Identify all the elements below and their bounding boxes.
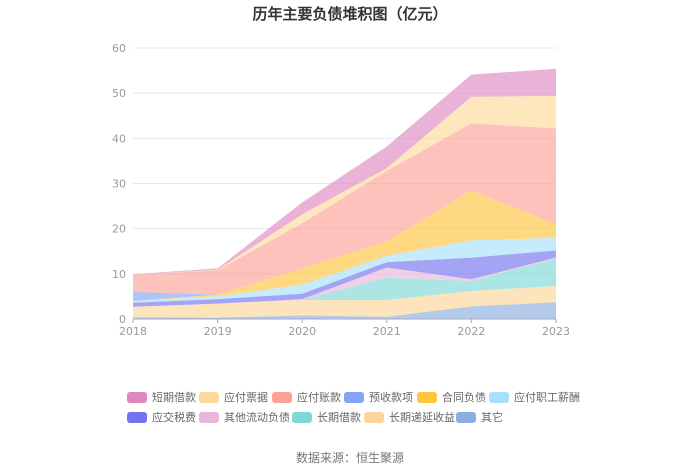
area-series-9	[133, 95, 556, 275]
legend-swatch	[456, 411, 476, 423]
area-series-10	[133, 68, 556, 275]
area-series-6	[133, 190, 556, 301]
legend-swatch	[272, 391, 292, 403]
legend-label: 应付票据	[224, 391, 268, 404]
y-tick-label: 0	[119, 313, 126, 326]
area-series-8	[133, 123, 556, 295]
legend-item[interactable]: 长期借款	[292, 410, 361, 424]
legend-item[interactable]: 其它	[456, 410, 503, 424]
legend-label: 应付职工薪酬	[514, 391, 580, 404]
area-series-2	[133, 258, 556, 307]
legend-label: 短期借款	[152, 391, 196, 404]
stacked-area-chart: 0 10 20 30 40 50 60 2018 2019 2020 2021 2022 2023	[112, 42, 570, 338]
legend-label: 合同负债	[442, 391, 486, 404]
legend-label: 长期借款	[317, 411, 361, 424]
legend-item[interactable]: 应交税费	[127, 410, 196, 424]
data-source: 数据来源：恒生聚源	[295, 451, 404, 465]
area-series-1	[133, 286, 556, 318]
area-series-4	[133, 250, 556, 307]
legend-item[interactable]: 短期借款	[127, 390, 196, 404]
legend-swatch	[199, 391, 219, 403]
legend-item[interactable]: 应付职工薪酬	[489, 390, 580, 404]
legend-swatch	[199, 411, 219, 423]
legend-swatch	[127, 391, 147, 403]
y-tick-label: 60	[112, 42, 126, 55]
legend-swatch	[489, 391, 509, 403]
y-tick-label: 20	[112, 223, 126, 236]
y-tick-label: 30	[112, 178, 126, 191]
x-tick-label: 2018	[119, 325, 147, 338]
legend-swatch	[364, 411, 384, 423]
legend-label: 其它	[481, 411, 503, 424]
legend-item[interactable]: 预收款项	[344, 390, 413, 404]
legend-label: 预收款项	[369, 391, 413, 404]
legend-swatch	[292, 411, 312, 423]
x-tick-label: 2023	[542, 325, 570, 338]
legend-label: 长期递延收益	[389, 411, 455, 424]
legend-label: 其他流动负债	[224, 411, 290, 424]
legend-item[interactable]: 长期递延收益	[364, 410, 455, 424]
legend-item[interactable]: 合同负债	[417, 390, 486, 404]
legend-label: 应交税费	[152, 411, 196, 424]
legend-label: 应付账款	[297, 391, 341, 404]
legend-item[interactable]: 其他流动负债	[199, 410, 290, 424]
x-tick-label: 2022	[457, 325, 485, 338]
chart-title: 历年主要负债堆积图（亿元）	[252, 5, 448, 23]
y-tick-label: 50	[112, 87, 126, 100]
x-tick-label: 2021	[373, 325, 401, 338]
x-tick-label: 2019	[204, 325, 232, 338]
legend-swatch	[127, 411, 147, 423]
area-series-0	[133, 302, 556, 319]
legend-swatch	[344, 391, 364, 403]
legend-item[interactable]: 应付票据	[199, 390, 268, 404]
legend-swatch	[417, 391, 437, 403]
y-tick-label: 10	[112, 268, 126, 281]
y-tick-label: 40	[112, 132, 126, 145]
x-tick-label: 2020	[288, 325, 316, 338]
legend-item[interactable]: 应付账款	[272, 390, 341, 404]
